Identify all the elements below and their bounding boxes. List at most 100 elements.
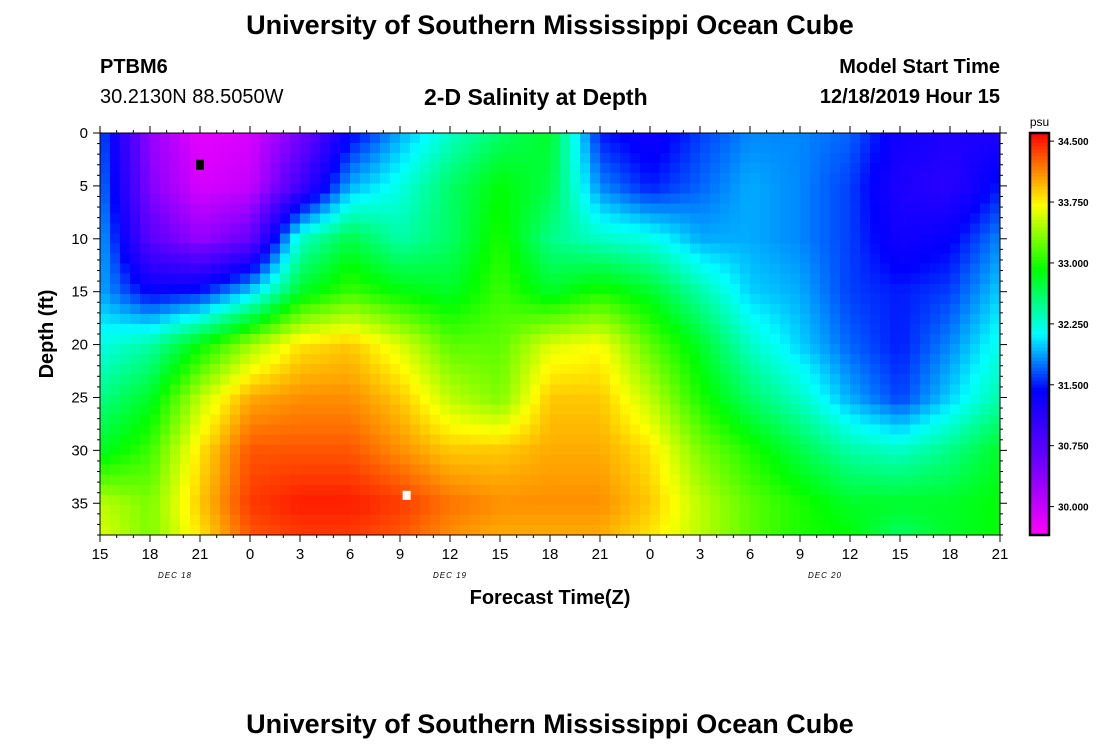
heatmap-cell [750, 193, 761, 204]
heatmap-cell [860, 334, 871, 345]
heatmap-cell [100, 514, 111, 526]
heatmap-cell [760, 173, 771, 184]
date-label: DEC 18 [158, 571, 192, 580]
heatmap-cell [270, 283, 281, 295]
heatmap-cell [870, 143, 881, 154]
heatmap-cell [690, 364, 701, 375]
heatmap-cell [300, 293, 311, 305]
heatmap-cell [550, 424, 561, 436]
heatmap-cell [680, 183, 691, 194]
heatmap-cell [150, 233, 161, 245]
heatmap-cell [680, 464, 691, 476]
heatmap-cell [840, 344, 851, 355]
heatmap-cell [770, 133, 781, 144]
heatmap-cell [710, 494, 721, 506]
heatmap-cell [350, 283, 361, 295]
heatmap-cell [280, 334, 291, 345]
heatmap-cell [180, 374, 191, 385]
colorbar-cell [1030, 260, 1049, 265]
heatmap-cell [500, 384, 511, 395]
heatmap-cell [920, 334, 931, 345]
heatmap-cell [230, 223, 241, 235]
colorbar-cell [1030, 300, 1049, 305]
heatmap-cell [350, 163, 361, 174]
heatmap-cell [240, 243, 251, 255]
heatmap-cell [580, 414, 591, 426]
heatmap-cell [280, 404, 291, 415]
heatmap-cell [500, 243, 511, 255]
heatmap-cell [810, 173, 821, 184]
colorbar-cell [1030, 243, 1049, 248]
heatmap-cell [570, 354, 581, 365]
heatmap-cell [390, 394, 401, 405]
heatmap-cell [740, 153, 751, 164]
heatmap-cell [370, 143, 381, 154]
heatmap-cell [370, 484, 381, 496]
heatmap-cell [640, 143, 651, 154]
heatmap-cell [930, 524, 941, 536]
heatmap-cell [130, 504, 141, 516]
heatmap-cell [840, 263, 851, 275]
heatmap-cell [270, 233, 281, 245]
heatmap-cell [890, 173, 901, 184]
heatmap-cell [770, 193, 781, 204]
heatmap-cell [360, 444, 371, 456]
heatmap-cell [750, 253, 761, 265]
heatmap-cell [120, 484, 131, 496]
heatmap-cell [600, 464, 611, 476]
heatmap-cell [580, 183, 591, 194]
heatmap-cell [390, 273, 401, 285]
colorbar-cell [1030, 146, 1049, 151]
heatmap-cell [610, 484, 621, 496]
heatmap-cell [210, 414, 221, 426]
heatmap-cell [270, 173, 281, 184]
heatmap-cell [930, 203, 941, 214]
heatmap-cell [470, 404, 481, 415]
heatmap-cell [870, 303, 881, 315]
heatmap-cell [220, 384, 231, 395]
heatmap-cell [900, 424, 911, 436]
heatmap-cell [590, 354, 601, 365]
heatmap-cell [470, 283, 481, 295]
heatmap-cell [290, 334, 301, 345]
heatmap-cell [730, 484, 741, 496]
heatmap-cell [530, 193, 541, 204]
heatmap-cell [870, 444, 881, 456]
heatmap-cell [940, 153, 951, 164]
heatmap-cell [390, 344, 401, 355]
heatmap-cell [210, 193, 221, 204]
heatmap-cell [830, 524, 841, 536]
heatmap-cell [210, 263, 221, 275]
heatmap-cell [660, 283, 671, 295]
heatmap-cell [180, 283, 191, 295]
heatmap-cell [720, 404, 731, 415]
heatmap-cell [270, 313, 281, 325]
heatmap-cell [820, 364, 831, 375]
heatmap-cell [210, 504, 221, 516]
heatmap-cell [870, 213, 881, 225]
heatmap-cell [240, 323, 251, 335]
heatmap-cell [910, 434, 921, 446]
heatmap-cell [380, 454, 391, 466]
heatmap-cell [870, 153, 881, 164]
heatmap-cell [480, 213, 491, 225]
heatmap-cell [670, 303, 681, 315]
heatmap-cell [130, 364, 141, 375]
heatmap-cell [250, 364, 261, 375]
y-tick-label: 20 [71, 337, 88, 354]
heatmap-cell [610, 414, 621, 426]
heatmap-cell [900, 323, 911, 335]
heatmap-cell [490, 233, 501, 245]
heatmap-cell [500, 394, 511, 405]
heatmap-cell [660, 163, 671, 174]
heatmap-cell [180, 404, 191, 415]
heatmap-cell [540, 293, 551, 305]
heatmap-cell [200, 173, 211, 184]
heatmap-cell [840, 163, 851, 174]
heatmap-cell [710, 313, 721, 325]
heatmap-cell [720, 193, 731, 204]
heatmap-cell [970, 494, 981, 506]
colorbar-cell [1030, 149, 1049, 154]
heatmap-cell [310, 504, 321, 516]
heatmap-cell [910, 404, 921, 415]
